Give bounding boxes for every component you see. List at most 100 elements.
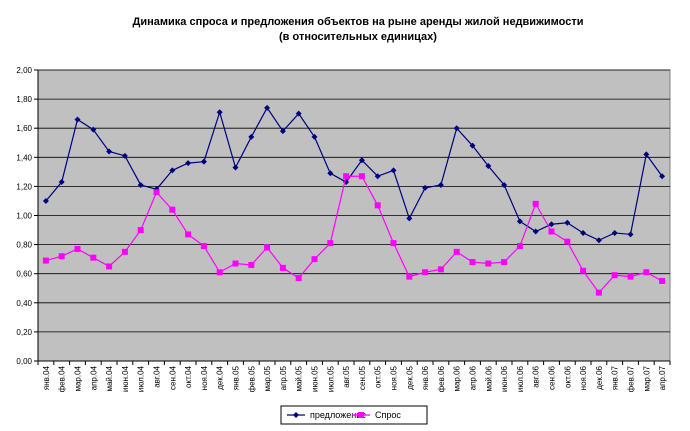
data-point xyxy=(106,148,113,155)
x-tick-label: дек.06 xyxy=(595,365,604,389)
data-point xyxy=(516,243,523,250)
series-line xyxy=(45,175,663,294)
x-tick-label: окт.04 xyxy=(184,365,193,387)
x-tick-label: апр.06 xyxy=(469,365,478,390)
data-point xyxy=(390,240,397,247)
data-point xyxy=(485,260,492,267)
x-tick-label: мар.04 xyxy=(74,365,83,391)
data-point xyxy=(453,125,460,132)
data-point xyxy=(279,128,286,135)
data-point xyxy=(327,240,334,247)
y-tick-label: 0,80 xyxy=(16,241,32,250)
data-point xyxy=(58,179,65,186)
data-point xyxy=(595,289,602,296)
x-tick-label: май.05 xyxy=(295,365,304,391)
data-point xyxy=(216,269,223,276)
x-tick-label: янв.05 xyxy=(232,365,241,390)
data-point xyxy=(595,237,602,244)
data-point xyxy=(106,263,113,270)
data-point xyxy=(343,173,350,180)
y-tick-label: 0,40 xyxy=(16,299,32,308)
data-point xyxy=(200,243,207,250)
data-point xyxy=(580,229,587,236)
data-point xyxy=(185,160,192,167)
data-point xyxy=(137,227,144,234)
data-point xyxy=(564,238,571,245)
x-tick-label: июл.05 xyxy=(326,365,335,392)
data-point xyxy=(90,126,97,133)
data-point xyxy=(374,173,381,180)
data-point xyxy=(137,181,144,188)
data-point xyxy=(121,152,128,159)
data-point xyxy=(437,266,444,273)
x-tick-label: апр.04 xyxy=(89,365,98,390)
data-point xyxy=(548,228,555,235)
data-point xyxy=(74,245,81,252)
x-tick-label: авг.06 xyxy=(532,365,541,387)
x-tick-label: июн.06 xyxy=(500,365,509,392)
data-point xyxy=(216,109,223,116)
x-tick-label: мар.06 xyxy=(453,365,462,391)
x-tick-label: фев.06 xyxy=(437,365,446,392)
data-point xyxy=(501,181,508,188)
data-point xyxy=(232,260,239,267)
data-point xyxy=(169,206,176,213)
x-tick-label: сен.06 xyxy=(548,365,557,390)
data-point xyxy=(248,261,255,268)
y-tick-label: 1,60 xyxy=(16,124,32,133)
y-tick-label: 2,00 xyxy=(16,66,32,75)
data-point xyxy=(422,269,429,276)
data-point xyxy=(279,264,286,271)
data-point xyxy=(311,133,318,140)
data-point xyxy=(611,272,618,279)
x-tick-label: ноя.05 xyxy=(390,365,399,390)
x-tick-label: май.04 xyxy=(105,365,114,391)
data-point xyxy=(532,228,539,235)
y-tick-label: 0,60 xyxy=(16,270,32,279)
data-point xyxy=(564,219,571,226)
y-tick-label: 1,40 xyxy=(16,153,32,162)
x-axis-ticks: янв.04 фев.04 мар.04 апр.04 май.04 июн.04 июл.… xyxy=(37,360,671,392)
legend-label: Спрос xyxy=(375,410,401,420)
data-point xyxy=(437,181,444,188)
data-point xyxy=(374,202,381,209)
x-tick-label: ноя.04 xyxy=(200,365,209,390)
x-tick-label: апр.05 xyxy=(279,365,288,390)
x-tick-label: фев.04 xyxy=(58,365,67,392)
chart-title: Динамика спроса и предложения объектов н… xyxy=(133,16,584,28)
x-tick-label: мар.05 xyxy=(263,365,272,391)
data-point xyxy=(295,275,302,282)
data-point xyxy=(659,173,666,180)
data-point xyxy=(548,221,555,228)
data-point xyxy=(90,254,97,261)
x-tick-label: сен.04 xyxy=(168,365,177,390)
data-point xyxy=(58,253,65,260)
x-tick-label: ноя.06 xyxy=(579,365,588,390)
data-point xyxy=(422,184,429,191)
y-tick-label: 1,80 xyxy=(16,95,32,104)
y-tick-label: 0,00 xyxy=(16,357,32,366)
x-tick-label: авг.05 xyxy=(342,365,351,387)
data-point xyxy=(121,248,128,255)
data-point xyxy=(453,248,460,255)
data-point xyxy=(516,218,523,225)
x-tick-label: мар.07 xyxy=(642,365,651,391)
series-layer xyxy=(42,104,666,296)
data-point xyxy=(232,164,239,171)
data-point xyxy=(169,167,176,174)
data-point xyxy=(74,116,81,123)
x-tick-label: июн.04 xyxy=(121,365,130,392)
data-point xyxy=(264,104,271,111)
data-point xyxy=(311,256,318,263)
data-point xyxy=(390,167,397,174)
data-point xyxy=(293,412,299,418)
data-point xyxy=(611,229,618,236)
x-tick-label: фев.05 xyxy=(247,365,256,392)
x-tick-label: янв.07 xyxy=(611,365,620,390)
x-tick-label: окт.05 xyxy=(374,365,383,387)
data-point xyxy=(200,158,207,165)
data-point xyxy=(358,173,365,180)
x-tick-label: сен.05 xyxy=(358,365,367,390)
x-tick-label: фев.07 xyxy=(627,365,636,392)
